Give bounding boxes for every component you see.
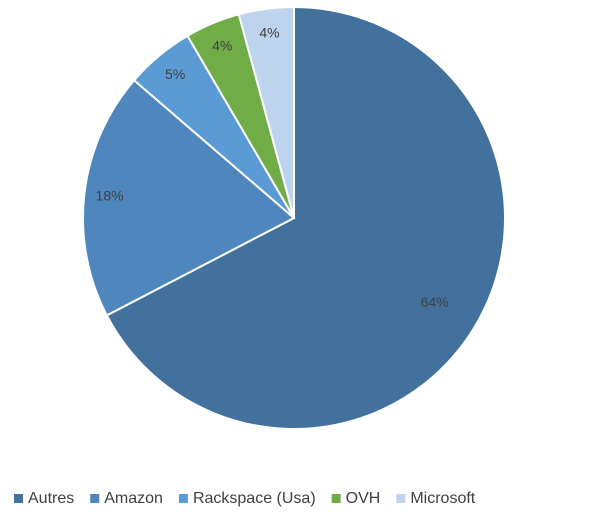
legend-label: Rackspace (Usa) — [193, 490, 316, 507]
data-label: 5% — [165, 66, 185, 82]
data-label: 4% — [212, 37, 232, 53]
data-label: 18% — [96, 187, 124, 203]
legend-label: Microsoft — [410, 490, 475, 507]
pie-slice — [105, 5, 506, 430]
legend-swatch — [396, 494, 406, 503]
legend-label: OVH — [346, 490, 381, 507]
legend-swatch — [331, 494, 341, 503]
data-label: 64% — [421, 294, 449, 310]
legend-swatch — [178, 494, 188, 503]
legend-swatch — [90, 494, 100, 503]
pie-slice — [237, 5, 295, 219]
pie-slice — [82, 78, 296, 317]
legend-label: Amazon — [104, 490, 163, 507]
legend-label: Autres — [28, 490, 74, 507]
data-label: 4% — [259, 25, 279, 41]
legend-swatch — [14, 494, 23, 503]
